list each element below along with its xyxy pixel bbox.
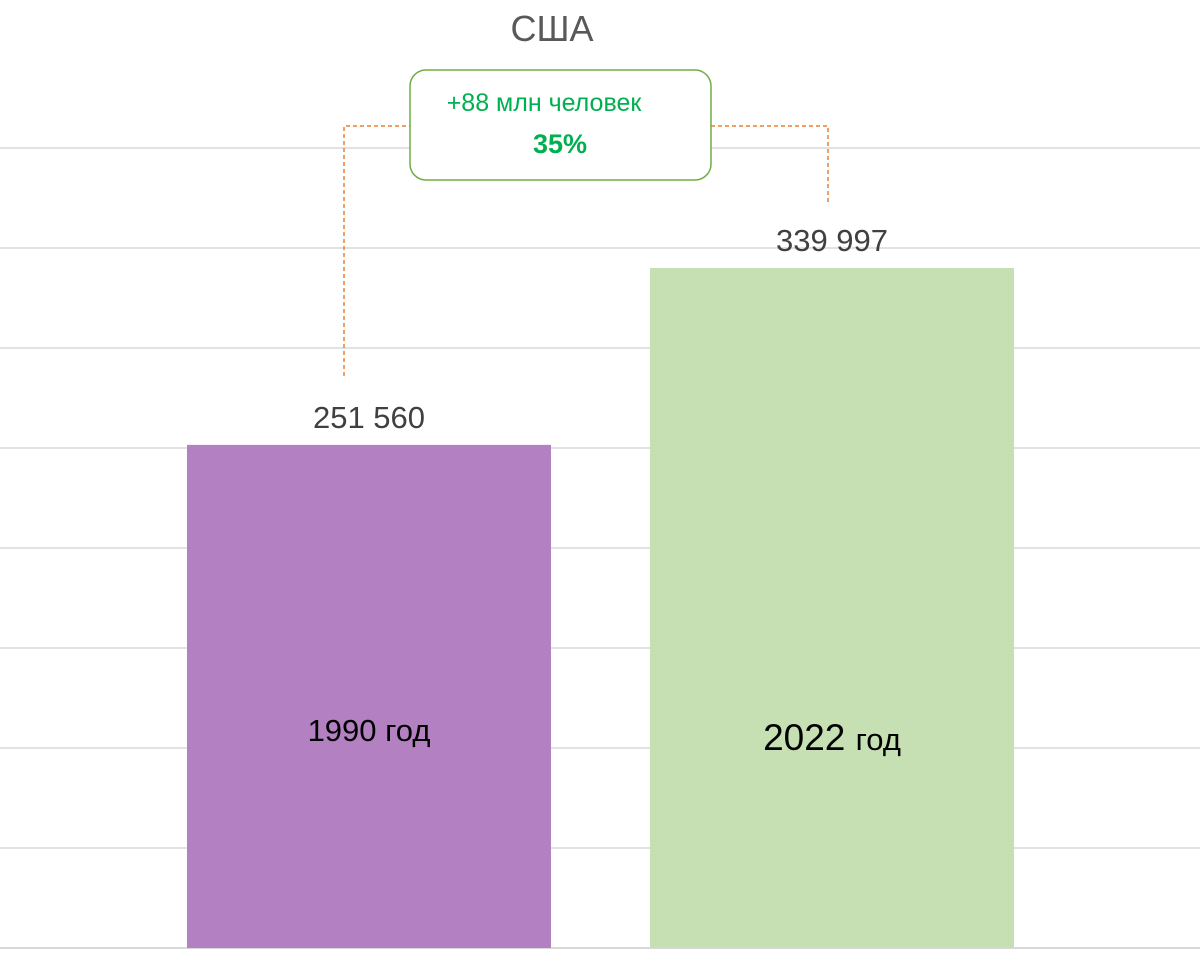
annotation-percent: 35% <box>533 129 587 159</box>
connector-right <box>711 125 829 202</box>
annotation-change-text: +88 млн человек <box>447 89 643 117</box>
value-label-1990: 251 560 <box>313 400 425 435</box>
category-labels: 1990 год 2022 год <box>308 713 901 758</box>
bar-2022 <box>650 268 1014 949</box>
chart-title: США <box>510 8 593 49</box>
change-annotation: +88 млн человек 35% <box>343 69 829 376</box>
value-label-2022: 339 997 <box>776 223 888 258</box>
connector-left <box>343 125 410 376</box>
annotation-box <box>409 69 712 181</box>
bars <box>187 268 1014 949</box>
bar-1990 <box>187 444 551 948</box>
value-labels: 251 560 339 997 <box>313 223 888 435</box>
category-label-2022: 2022 год <box>763 717 901 758</box>
gridlines <box>0 147 1200 949</box>
category-label-1990: 1990 год <box>308 713 431 748</box>
